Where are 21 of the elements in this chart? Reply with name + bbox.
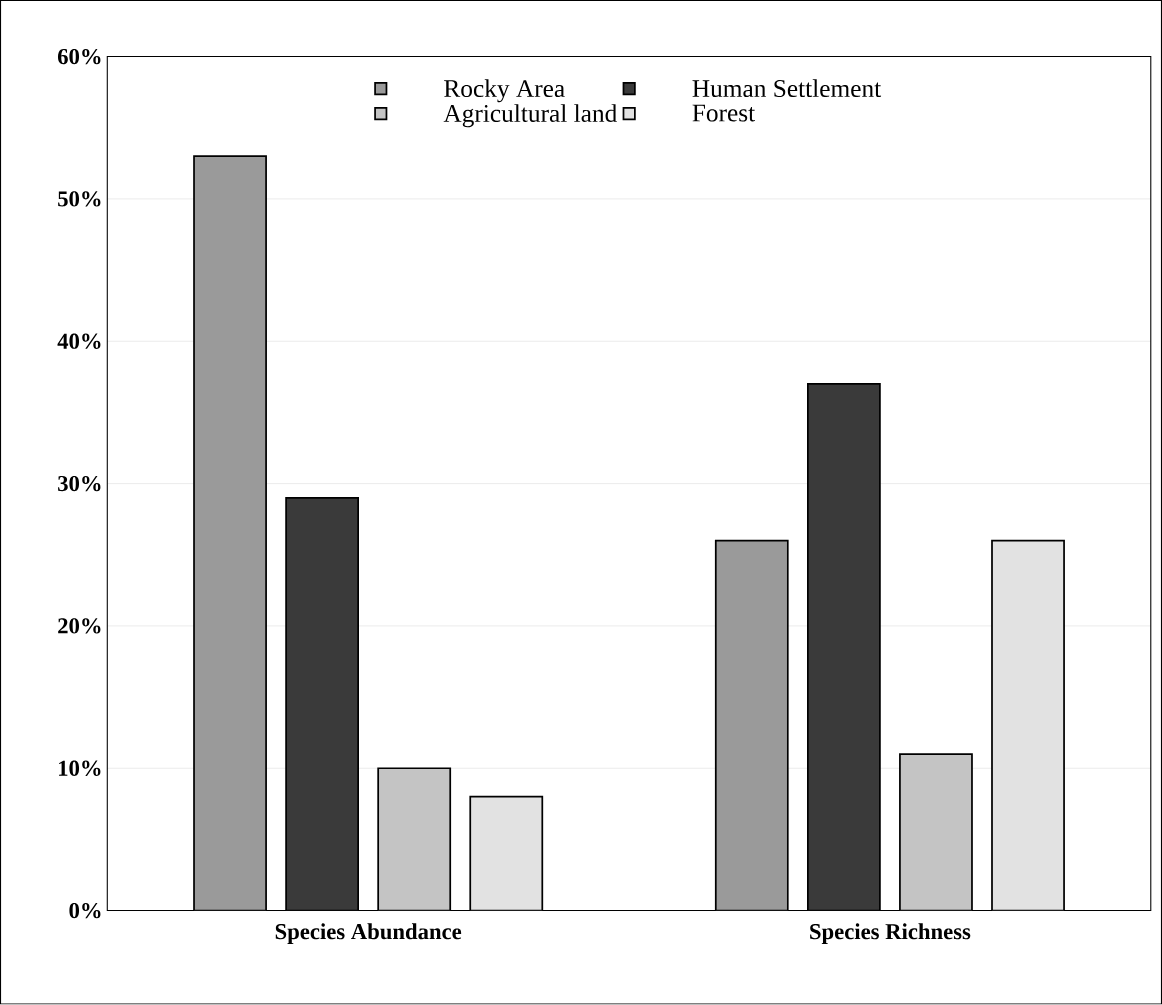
y-tick-label: 50%: [58, 191, 101, 207]
y-tick-label: 10%: [59, 760, 101, 777]
y-tick-label: 0%: [69, 903, 101, 919]
bar: [806, 383, 881, 911]
bar: [714, 539, 789, 911]
bar: [377, 767, 452, 911]
legend-label: Human Settlement: [692, 79, 882, 98]
y-tick-label: 20%: [58, 618, 101, 634]
bar: [899, 753, 973, 911]
legend-label: Forest: [692, 104, 756, 122]
bar: [285, 497, 360, 911]
y-tick-label: 60%: [57, 49, 101, 65]
y-tick-label: 40%: [57, 333, 101, 350]
x-tick-label: Species Richness: [810, 923, 971, 945]
bar: [469, 796, 544, 911]
bar: [193, 155, 267, 911]
bar: [991, 539, 1065, 911]
x-tick-label: Species Abundance: [275, 923, 462, 945]
legend-label: Agricultural land: [443, 104, 617, 128]
legend-label: Rocky Area: [444, 79, 565, 103]
y-tick-label: 30%: [58, 476, 101, 492]
